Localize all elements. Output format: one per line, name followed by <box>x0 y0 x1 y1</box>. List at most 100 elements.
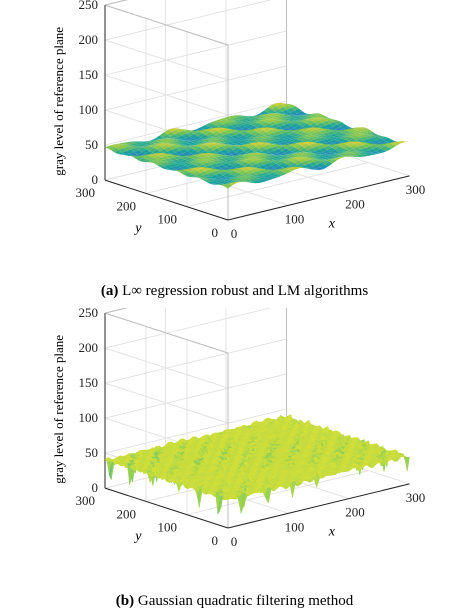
surface-patch <box>279 125 288 130</box>
surface-patch <box>216 169 225 174</box>
surface-patch <box>303 116 312 119</box>
surface-patch <box>237 160 246 165</box>
surface-patch <box>268 116 277 119</box>
surface-patch <box>356 138 364 142</box>
surface-patch <box>268 157 276 160</box>
surface-patch <box>268 154 276 156</box>
surface-patch <box>173 156 182 160</box>
surface-patch <box>180 165 188 170</box>
surface-patch <box>152 153 161 155</box>
surface-patch <box>246 134 254 138</box>
surface-patch <box>147 141 156 144</box>
surface-patch <box>184 146 192 152</box>
surface-patch <box>199 155 208 159</box>
surface-patch <box>335 127 344 131</box>
surface-patch <box>247 158 255 160</box>
surface-patch <box>232 131 241 136</box>
surface-patch <box>311 118 319 123</box>
surface-patch <box>237 145 246 150</box>
surface-patch <box>121 151 130 155</box>
surface-patch <box>188 145 197 149</box>
x-tick-label: 0 <box>231 226 238 241</box>
surface-patch <box>135 156 144 161</box>
surface-patch <box>368 131 376 135</box>
surface-patch <box>330 157 339 160</box>
surface-patch <box>232 168 240 172</box>
surface-patch <box>266 154 275 156</box>
surface-patch <box>282 130 291 133</box>
surface-patch <box>291 119 300 121</box>
surface-patch <box>289 110 298 115</box>
axes-box-b <box>104 308 410 529</box>
surface-patch <box>170 139 178 142</box>
surface-patch <box>303 153 311 157</box>
x-axis-label: x <box>328 217 336 232</box>
surface-patch <box>256 134 265 137</box>
surface-patch <box>325 128 333 130</box>
grid-line <box>104 74 229 116</box>
surface-patch <box>334 131 343 136</box>
surface-patch <box>181 142 189 145</box>
surface-patch <box>233 173 242 177</box>
surface-patch <box>226 118 234 121</box>
surface-patch <box>278 146 287 152</box>
surface-patch <box>339 156 348 158</box>
surface-patch <box>317 158 325 160</box>
surface-patch <box>226 145 235 148</box>
surface-patch <box>284 140 293 144</box>
surface-patch <box>287 136 295 139</box>
surface-patch <box>321 116 330 119</box>
surface-patch <box>171 138 180 140</box>
surface-patch <box>154 135 163 140</box>
surface-patch <box>195 173 204 177</box>
surface-patch <box>187 140 195 142</box>
surface-patch <box>258 130 266 135</box>
surface-patch <box>155 143 163 146</box>
surface-patch <box>247 121 255 125</box>
surface-patch <box>123 142 131 145</box>
surface-patch <box>225 159 234 162</box>
surface-patch <box>182 151 191 156</box>
surface-patch <box>270 176 278 179</box>
surface-patch <box>147 153 156 157</box>
surface-patch <box>286 115 295 117</box>
surface-patch <box>270 119 278 122</box>
surface-patch <box>269 155 278 158</box>
surface-patch <box>309 152 317 154</box>
surface-patch <box>252 141 261 143</box>
surface-patch <box>266 165 275 170</box>
surface-patch <box>297 126 306 130</box>
surface-patch <box>291 155 299 158</box>
surface-patch <box>297 162 305 167</box>
surface-patch <box>315 113 324 117</box>
surface-patch <box>252 152 261 153</box>
surface-patch <box>365 153 374 156</box>
surface-patch <box>234 137 242 140</box>
surface-patch <box>265 160 273 164</box>
surface-patch <box>245 119 254 122</box>
surface-patch <box>228 160 237 162</box>
surface-patch <box>253 178 262 181</box>
surface-patch <box>287 143 296 146</box>
surface-patch <box>313 157 322 159</box>
surface-patch <box>295 150 304 153</box>
surface-patch <box>307 131 315 135</box>
caption-a-text: L∞ regression robust and LM algorithms <box>122 283 369 299</box>
surface-patch <box>239 159 247 161</box>
surface-patch <box>186 155 194 158</box>
surface-patch <box>345 137 353 141</box>
surface-patch <box>285 121 294 124</box>
surface-patch <box>241 120 249 123</box>
surface-patch <box>225 164 234 169</box>
surface-patch <box>185 145 194 147</box>
surface-patch <box>337 138 346 143</box>
surface-patch <box>375 138 384 143</box>
surface-patch <box>265 152 273 155</box>
surface-patch <box>194 143 203 146</box>
surface-patch <box>263 128 271 132</box>
surface-patch <box>244 129 253 133</box>
surface-patch <box>262 177 271 180</box>
surface-patch <box>217 120 225 123</box>
surface-patch <box>306 151 314 153</box>
surface-patch <box>146 146 154 151</box>
